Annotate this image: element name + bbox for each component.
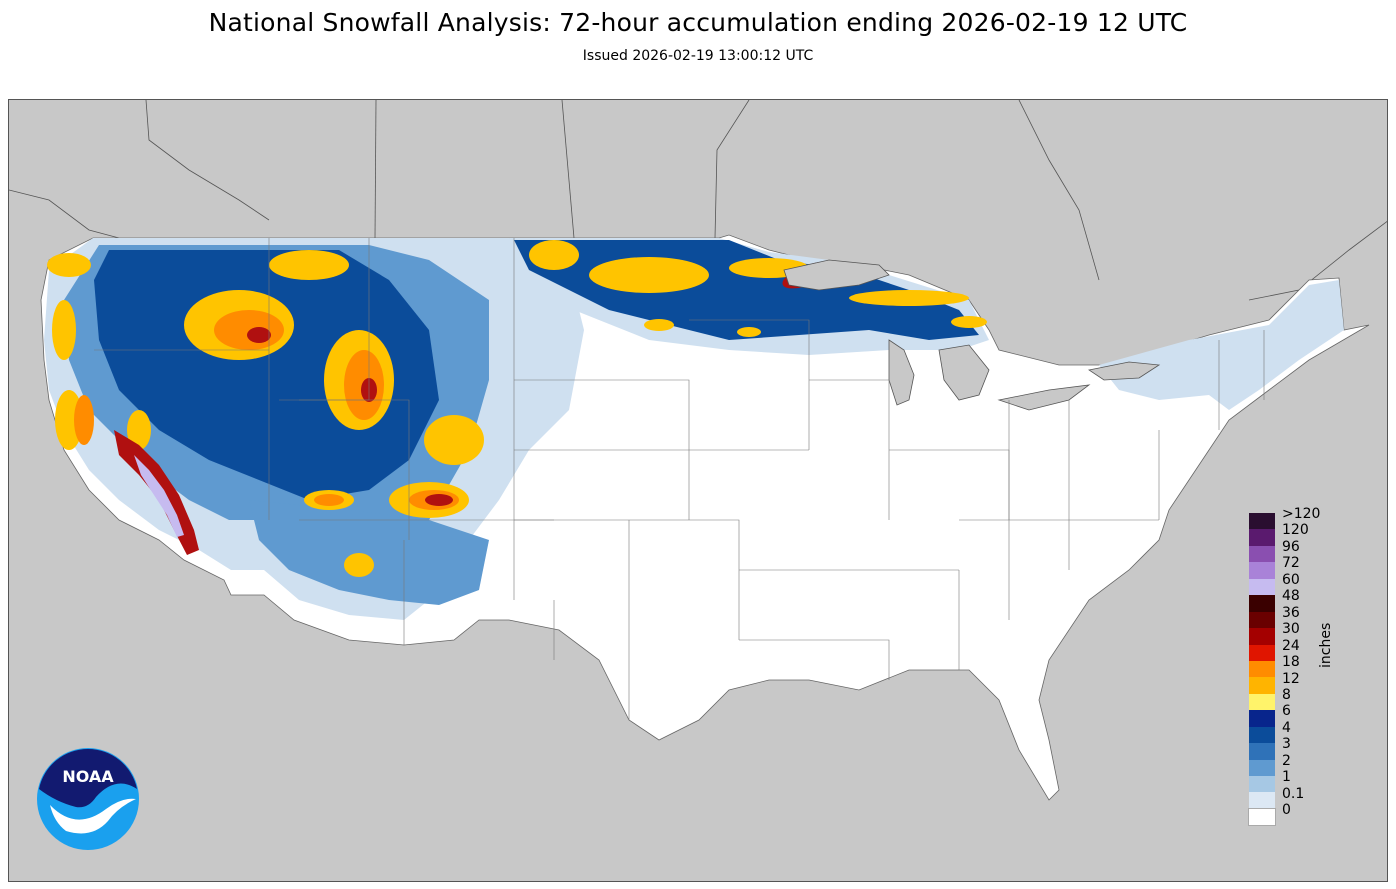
legend-swatch [1249,710,1275,727]
legend-swatch [1249,776,1275,793]
issued-timestamp: Issued 2026-02-19 13:00:12 UTC [582,48,814,64]
legend-label: 60 [1282,571,1300,588]
great-lakes [783,259,1161,411]
legend-label: 12 [1282,670,1300,687]
map-canvas [9,100,1387,801]
snow-mid-south [249,500,489,605]
legend-label: 1 [1282,769,1291,786]
legend-label: 0 [1282,802,1291,819]
legend-label: 48 [1282,588,1300,605]
legend-units: inches [1318,622,1334,668]
legend-label: 30 [1282,621,1300,638]
legend-swatch [1249,611,1275,629]
legend-swatch [1249,677,1275,694]
noaa-logo: NOAA [36,747,140,855]
legend-swatch [1249,562,1275,579]
map-title: National Snowfall Analysis: 72-hour accu… [208,8,1188,37]
legend-swatch [1249,578,1275,596]
legend-swatch [1249,726,1275,744]
legend-swatch [1249,759,1275,776]
legend-label: 8 [1282,686,1291,703]
legend-label: 6 [1282,703,1291,720]
legend-swatch [1249,529,1275,546]
sierra-band-lavender [134,455,184,537]
legend-label: 18 [1282,654,1300,671]
legend-label: 72 [1282,555,1300,572]
legend-label: 24 [1282,637,1300,654]
legend-label: 4 [1282,719,1291,736]
legend-label: 120 [1282,522,1309,539]
legend-swatch [1249,792,1275,809]
state-lines [94,238,1265,720]
legend-colorbar [1248,513,1276,827]
noaa-logo-text: NOAA [62,767,114,786]
legend-swatch [1249,595,1275,612]
legend-swatch [1248,807,1276,827]
snow-light-northeast [1099,280,1344,410]
snow-dark-west [94,250,439,500]
legend-swatch [1249,628,1275,645]
legend-label: 36 [1282,604,1300,621]
legend-swatch [1249,513,1275,530]
legend-swatch [1249,660,1275,678]
legend-swatch [1249,693,1275,711]
legend-label: 96 [1282,538,1300,555]
legend-label: 3 [1282,736,1291,753]
snowfall-map[interactable] [8,99,1388,882]
legend-swatch [1249,545,1275,563]
legend-label: 0.1 [1282,785,1305,802]
legend-swatch [1249,644,1275,661]
legend-label: 2 [1282,752,1291,769]
legend-labels: >120 120 96 72 60 48 36 30 24 18 12 8 6 4 3 2 1 0.1 0 [1282,506,1320,819]
legend-swatch [1249,743,1275,760]
legend-label: >120 [1282,506,1321,522]
border-lines [9,100,1387,301]
